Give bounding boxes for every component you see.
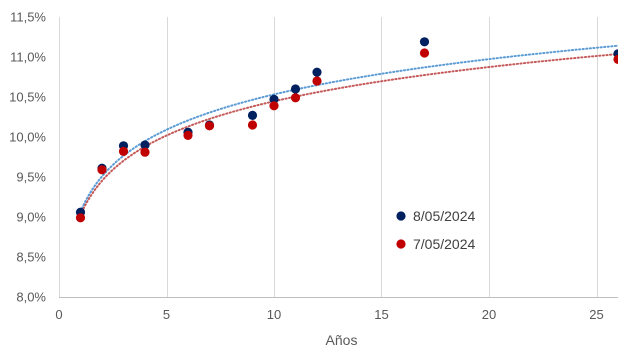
x-tick-label: 0 (55, 307, 62, 322)
point-series-2 (290, 93, 301, 103)
trendline-series-1 (79, 44, 618, 213)
point-series-2 (247, 120, 258, 130)
x-tick-label: 15 (374, 307, 388, 322)
x-tick-label: 5 (163, 307, 170, 322)
point-series-1 (247, 110, 258, 120)
y-tick-label: 9,0% (16, 210, 46, 225)
y-tick-label: 11,0% (10, 50, 46, 65)
x-tick-label: 25 (589, 307, 603, 322)
point-series-2 (140, 147, 150, 157)
point-series-2 (312, 76, 322, 86)
y-tick-label: 8,5% (16, 250, 46, 265)
point-series-1 (269, 94, 279, 104)
point-series-1 (312, 67, 322, 77)
legend-marker-series-2 (396, 239, 406, 249)
legend-label-series-1: 8/05/2024 (413, 208, 475, 224)
trendline-series-2 (79, 53, 618, 217)
y-tick-label: 9,5% (16, 170, 46, 185)
trend-lines (79, 44, 618, 217)
point-series-2 (118, 146, 129, 156)
x-axis-title: Años (326, 332, 358, 347)
legend-label-series-2: 7/05/2024 (413, 236, 475, 252)
y-tick-label: 11,5% (10, 10, 46, 25)
point-series-1 (290, 84, 301, 94)
point-series-2 (419, 48, 430, 58)
x-tick-label: 10 (267, 307, 281, 322)
point-series-2 (75, 213, 86, 223)
point-series-1 (140, 140, 150, 150)
x-axis-ticks: 0 5 10 15 20 25 (55, 307, 603, 322)
grid-lines (59, 17, 618, 298)
y-tick-label: 10,0% (9, 130, 46, 145)
legend-marker-series-1 (396, 211, 406, 221)
point-series-2 (183, 130, 193, 140)
y-axis-ticks: 8,0% 8,5% 9,0% 9,5% 10,0% 10,5% 11,0% 11,5% (9, 10, 46, 305)
point-series-2 (613, 54, 618, 64)
point-series-2 (269, 101, 279, 111)
point-series-1 (419, 37, 430, 47)
y-tick-label: 8,0% (16, 290, 46, 305)
x-tick-label: 20 (482, 307, 496, 322)
legend: 8/05/2024 7/05/2024 (396, 208, 475, 252)
y-tick-label: 10,5% (9, 90, 46, 105)
point-series-2 (97, 165, 107, 175)
point-series-2 (204, 121, 215, 131)
data-points (75, 37, 618, 223)
